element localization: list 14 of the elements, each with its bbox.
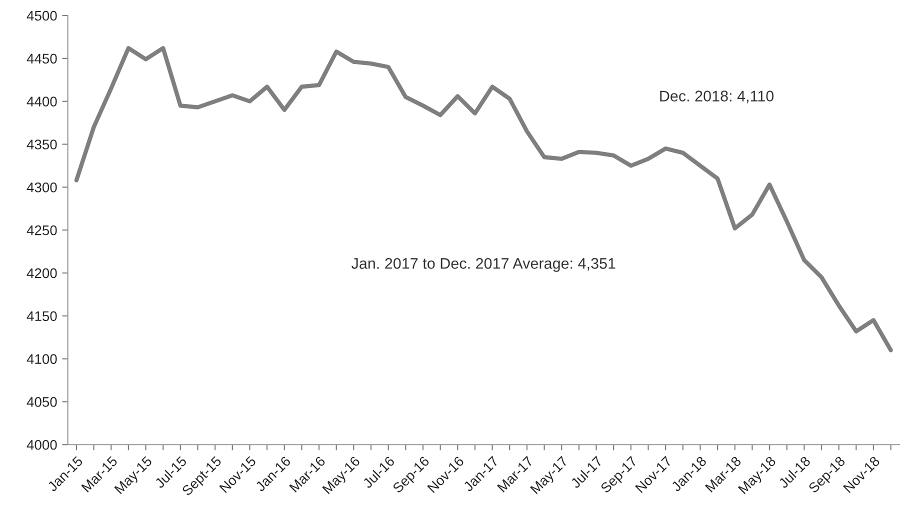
- line-series: [74, 46, 893, 352]
- y-tick-label: 4450: [26, 54, 57, 64]
- y-tick-label: 4050: [26, 397, 57, 407]
- annotation: Jan. 2017 to Dec. 2017 Average: 4,351: [352, 258, 616, 272]
- y-tick-label: 4250: [26, 225, 57, 236]
- y-tick-label: 4300: [26, 182, 57, 192]
- y-tick-label: 4100: [26, 354, 57, 364]
- y-tick-label: 4350: [26, 140, 57, 150]
- y-tick-label: 4400: [26, 96, 57, 106]
- y-tick-label: 4200: [26, 268, 57, 278]
- annotation: Dec. 2018: 4,110: [660, 90, 774, 104]
- y-tick-label: 4000: [26, 440, 57, 450]
- y-tick-label: 4500: [26, 10, 57, 21]
- y-tick-label: 4150: [26, 311, 57, 322]
